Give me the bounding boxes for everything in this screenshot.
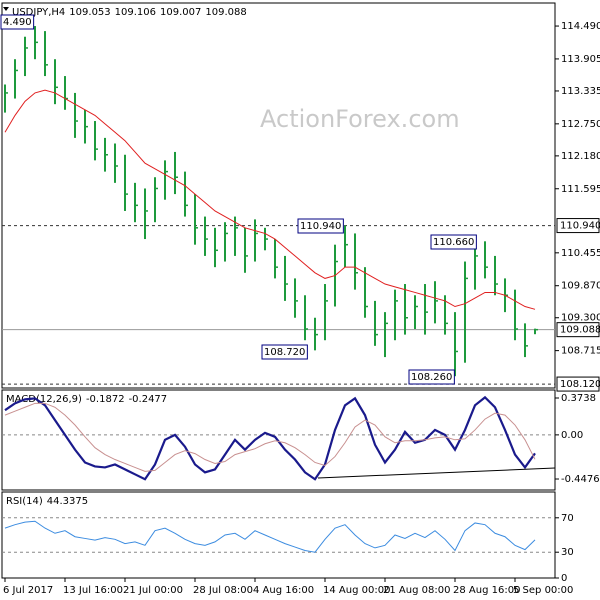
y-tick-label: 113.905 [561,54,600,65]
title-value: 109.053 [69,7,110,18]
y-tick-label: 110.455 [561,248,600,259]
panel-frame [1,491,556,579]
level-label: 108.120 [560,379,600,390]
indicator-line [4,520,536,553]
panel-title: RSI(14) 44.3375 [6,496,88,507]
panel-title: MACD(12,26,9) -0.1872 -0.2477 [6,394,167,405]
x-tick-label: 13 Jul 16:00 [63,585,123,596]
x-tick-label: 28 Jul 08:00 [193,585,253,596]
annotation: 110.660 [433,237,474,248]
y-tick-label: 114.490 [561,21,600,32]
panel-frame [1,2,556,389]
y-tick-label: 112.750 [561,119,600,130]
title-value: -0.2477 [129,394,168,405]
y-tick-label: 0.3738 [561,393,596,404]
panel-frame [1,389,556,491]
title-text: USDJPY,H4 [12,7,65,18]
annotation: 108.260 [411,372,452,383]
annotation: 110.940 [300,221,341,232]
title-text: RSI(14) [6,496,43,507]
y-tick-label: 70 [561,513,574,524]
panel-title: USDJPY,H4 109.053 109.106 109.007 109.088 [12,7,247,18]
x-tick-label: 5 Sep 00:00 [513,585,573,596]
x-tick-label: 4 Aug 16:00 [253,585,314,596]
menu-arrow [3,7,9,11]
level-box [556,218,600,234]
title-value: -0.1872 [86,394,125,405]
y-tick-label: 108.715 [561,346,600,357]
title-text: MACD(12,26,9) [6,394,82,405]
y-tick-label: -0.4476 [561,474,600,485]
x-tick-label: 14 Aug 00:00 [323,585,390,596]
x-tick-label: 21 Jul 00:00 [123,585,183,596]
annotation-box [297,218,344,234]
annotation-box [0,14,35,30]
y-tick-label: 0.00 [561,430,583,441]
y-tick-label: 112.180 [561,151,600,162]
title-value: 109.106 [115,7,156,18]
watermark: ActionForex.com [260,105,460,133]
trend-line [317,467,556,479]
level-box [556,376,600,392]
x-tick-label: 28 Aug 16:00 [453,585,520,596]
indicator-line [4,395,536,481]
title-value: 44.3375 [47,496,88,507]
annotation: 108.720 [264,347,305,358]
x-tick-label: 21 Aug 08:00 [383,585,450,596]
y-tick-label: 0 [561,573,567,584]
title-value: 109.007 [160,7,201,18]
y-tick-label: 109.870 [561,281,600,292]
annotation: 4.490 [3,17,32,28]
annotation-box [261,344,308,360]
y-tick-label: 113.335 [561,86,600,97]
level-label: 110.940 [560,221,600,232]
x-tick-label: 6 Jul 2017 [3,585,53,596]
y-tick-label: 109.300 [561,313,600,324]
indicator-line [4,402,536,472]
annotation-box [408,369,455,385]
annotation-box [430,234,477,250]
y-tick-label: 111.595 [561,184,600,195]
moving-average [4,89,536,310]
level-label: 109.088 [560,325,600,336]
y-tick-label: 30 [561,547,574,558]
title-value: 109.088 [205,7,246,18]
level-box [556,322,600,338]
